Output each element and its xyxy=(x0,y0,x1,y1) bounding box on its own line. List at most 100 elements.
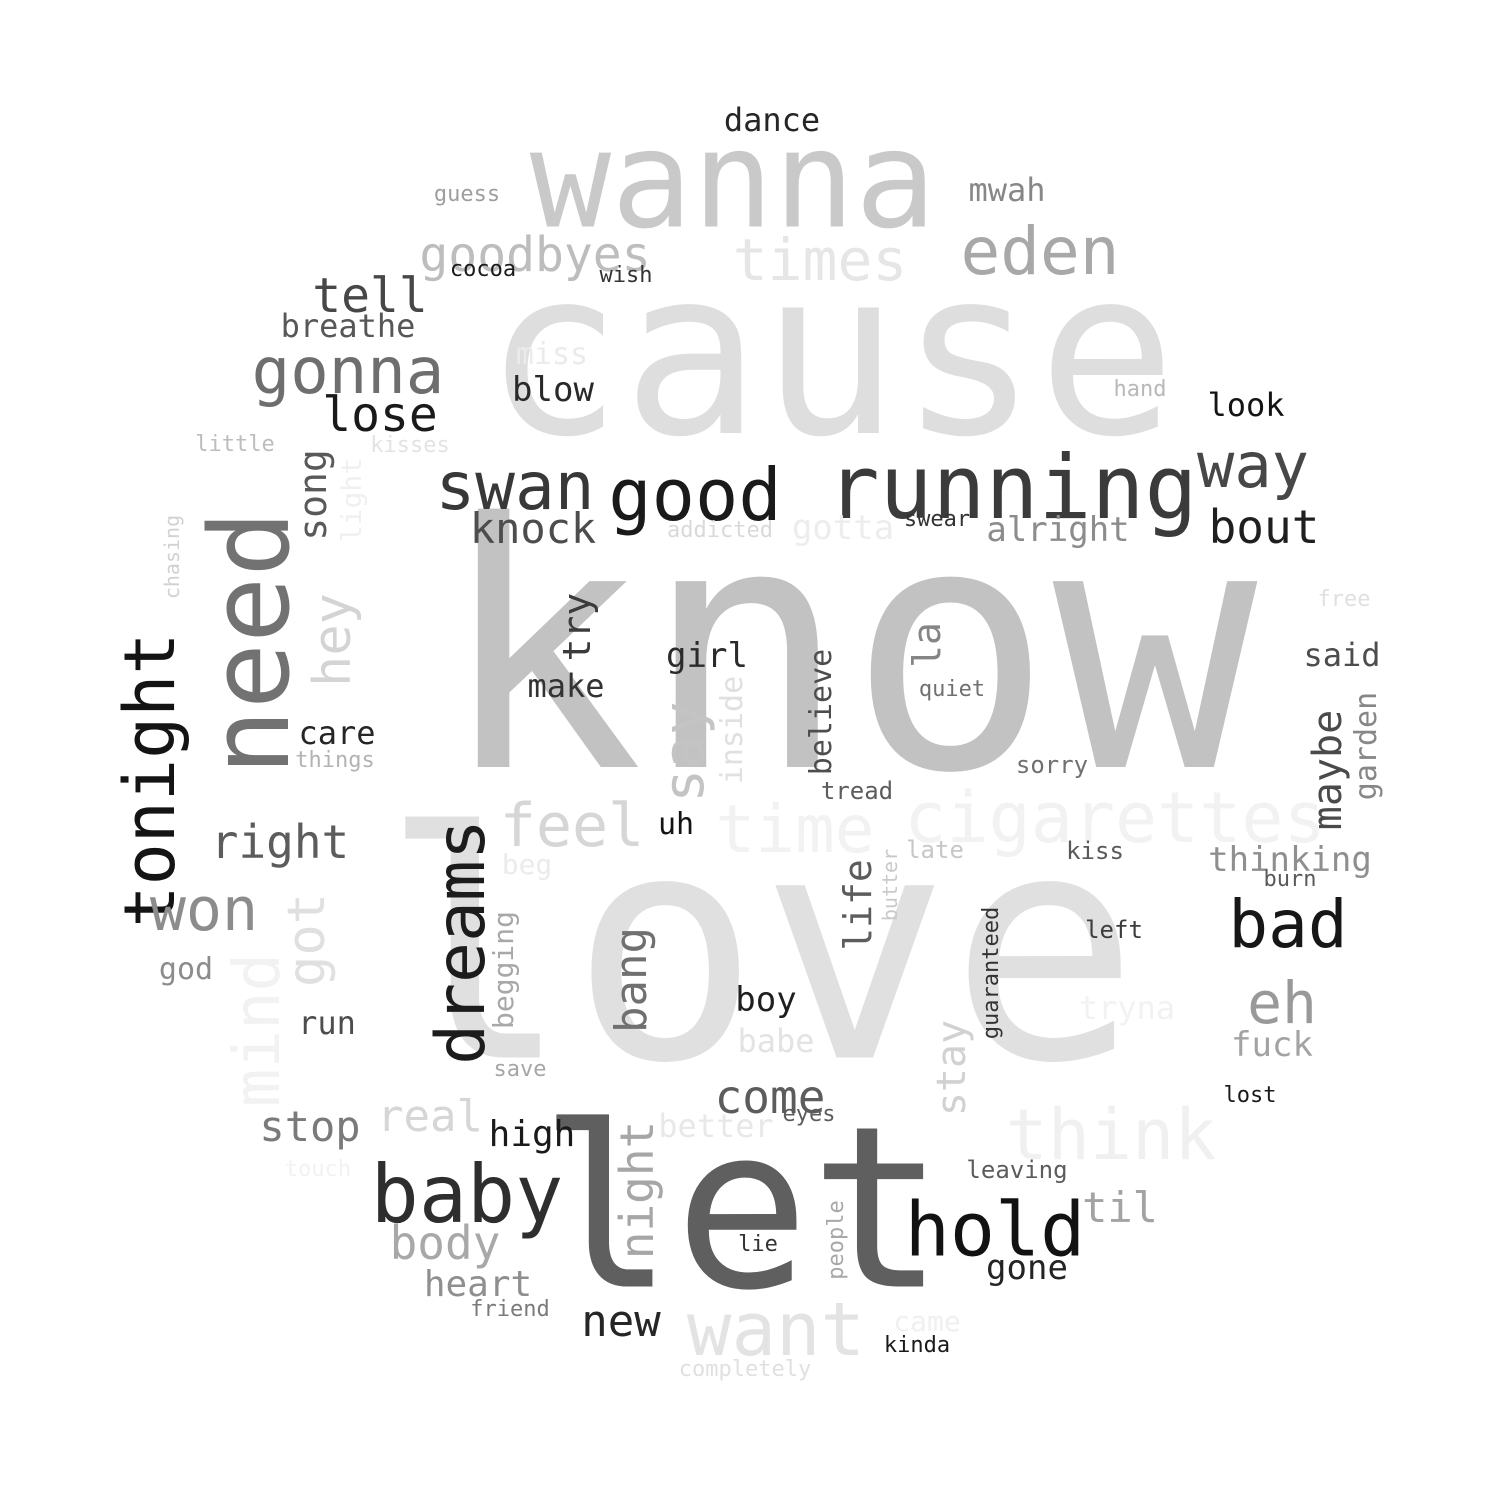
word-running: running xyxy=(826,436,1198,539)
word-maybe: maybe xyxy=(1305,709,1351,831)
word-dreams: dreams xyxy=(422,819,501,1065)
word-babe: babe xyxy=(737,1022,815,1060)
word-life: life xyxy=(836,859,880,951)
word-gotta: gotta xyxy=(791,508,895,548)
word-boy: boy xyxy=(735,980,797,1020)
word-tryna: tryna xyxy=(1078,989,1176,1027)
word-time: time xyxy=(715,791,875,868)
word-good: good xyxy=(608,453,782,537)
word-times: times xyxy=(732,226,908,294)
word-gone: gone xyxy=(986,1248,1068,1288)
word-breathe: breathe xyxy=(280,307,416,345)
word-right: right xyxy=(210,815,350,869)
word-tread: tread xyxy=(820,777,894,805)
word-uh: uh xyxy=(657,807,695,842)
word-try: try xyxy=(555,592,599,662)
word-god: god xyxy=(158,952,214,987)
word-girl: girl xyxy=(666,636,748,676)
word-know: know xyxy=(438,452,1258,848)
word-real: real xyxy=(377,1091,483,1142)
word-light: light xyxy=(335,457,368,543)
word-bang: bang xyxy=(606,927,657,1033)
word-late: late xyxy=(906,836,964,864)
word-say: say xyxy=(652,701,717,803)
word-hey: hey xyxy=(303,593,363,687)
word-bad: bad xyxy=(1228,886,1348,963)
word-wanna: wanna xyxy=(529,101,937,259)
word-think: think xyxy=(1005,1094,1217,1176)
word-lie: lie xyxy=(738,1232,778,1257)
word-look: look xyxy=(1207,386,1285,424)
word-eh: eh xyxy=(1247,969,1317,1037)
word-won: won xyxy=(149,875,259,945)
word-way: way xyxy=(1197,429,1309,502)
word-tell: tell xyxy=(312,268,428,324)
word-guaranteed: guaranteed xyxy=(979,906,1004,1040)
word-things: things xyxy=(295,748,375,773)
word-friend: friend xyxy=(470,1297,550,1322)
word-little: little xyxy=(195,432,275,457)
word-believe: believe xyxy=(804,648,839,776)
word-butter: butter xyxy=(878,848,902,922)
word-quiet: quiet xyxy=(918,677,986,702)
word-gonna: gonna xyxy=(251,335,445,409)
word-make: make xyxy=(527,667,605,705)
word-swear: swear xyxy=(903,507,971,532)
word-garden: garden xyxy=(1349,691,1384,801)
word-free: free xyxy=(1317,587,1371,612)
word-feel: feel xyxy=(499,791,645,861)
word-touch: touch xyxy=(284,1157,352,1182)
word-come: come xyxy=(714,1070,826,1124)
word-save: save xyxy=(493,1057,547,1082)
word-mind: mind xyxy=(221,952,295,1108)
word-cigarettes: cigarettes xyxy=(904,777,1326,859)
word-addicted: addicted xyxy=(667,518,773,543)
word-song: song xyxy=(291,449,335,541)
word-stop: stop xyxy=(259,1102,361,1151)
word-wish: wish xyxy=(599,263,653,288)
word-came: came xyxy=(893,1305,961,1338)
word-burn: burn xyxy=(1263,867,1317,892)
word-inside: inside xyxy=(715,675,750,785)
word-said: said xyxy=(1303,636,1381,674)
word-beg: beg xyxy=(501,848,553,881)
word-body: body xyxy=(389,1216,501,1270)
word-hold: hold xyxy=(904,1185,1086,1274)
word-leaving: leaving xyxy=(966,1156,1068,1184)
word-lost: lost xyxy=(1223,1083,1277,1108)
word-cause: cause xyxy=(483,221,1177,488)
word-la: la xyxy=(905,622,949,668)
word-care: care xyxy=(298,714,376,752)
word-high: high xyxy=(488,1114,576,1155)
word-people: people xyxy=(824,1200,849,1280)
word-new: new xyxy=(581,1296,661,1347)
word-stay: stay xyxy=(929,1019,975,1117)
word-heart: heart xyxy=(423,1264,533,1305)
word-hand: hand xyxy=(1113,377,1167,402)
word-til: til xyxy=(1082,1183,1158,1232)
word-left: left xyxy=(1085,916,1143,944)
word-begging: begging xyxy=(487,910,520,1030)
word-kinda: kinda xyxy=(883,1333,951,1358)
word-want: want xyxy=(686,1287,866,1373)
word-eden: eden xyxy=(960,213,1120,290)
word-better: better xyxy=(658,1107,774,1145)
word-blow: blow xyxy=(512,370,594,410)
word-kiss: kiss xyxy=(1066,837,1124,865)
word-chasing: chasing xyxy=(160,514,184,600)
word-baby: baby xyxy=(370,1148,564,1241)
word-love: love xyxy=(380,766,1140,1133)
word-cocoa: cocoa xyxy=(449,257,517,282)
word-mwah: mwah xyxy=(968,171,1046,209)
word-dance: dance xyxy=(723,101,821,139)
word-fuck: fuck xyxy=(1231,1025,1313,1065)
word-thinking: thinking xyxy=(1208,840,1372,880)
word-let: let xyxy=(538,1078,946,1341)
word-guess: guess xyxy=(433,182,501,207)
word-night: night xyxy=(610,1120,664,1260)
word-need: need xyxy=(186,510,314,776)
word-swan: swan xyxy=(435,448,595,525)
word-run: run xyxy=(298,1004,356,1042)
word-bout: bout xyxy=(1208,500,1320,554)
